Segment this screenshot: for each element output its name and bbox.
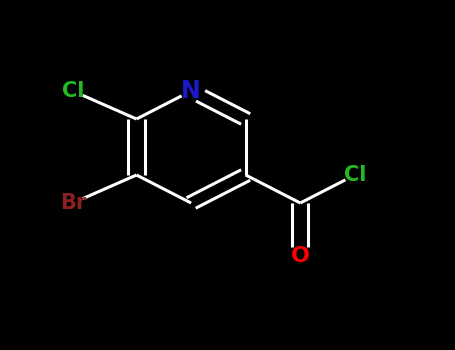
Text: O: O <box>291 245 310 266</box>
Text: Cl: Cl <box>344 165 366 185</box>
Text: N: N <box>181 79 201 103</box>
Text: Cl: Cl <box>61 81 84 101</box>
Text: Br: Br <box>60 193 86 213</box>
